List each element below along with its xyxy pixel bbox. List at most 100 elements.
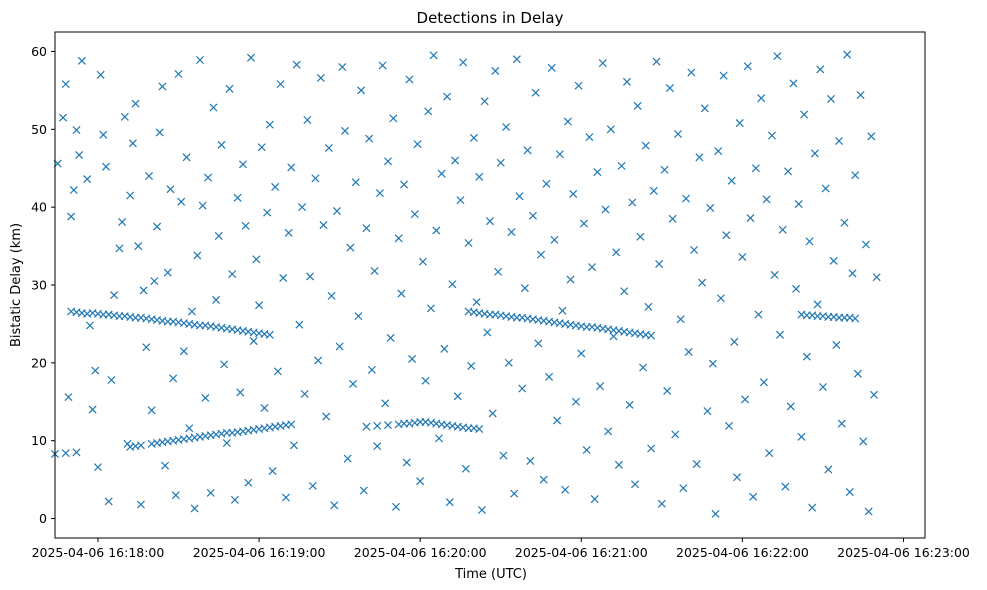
data-point <box>69 186 78 195</box>
data-point <box>614 460 623 469</box>
data-point <box>214 231 223 240</box>
data-point <box>370 266 379 276</box>
data-point <box>818 382 827 392</box>
data-point <box>692 460 701 469</box>
data-point <box>418 257 427 266</box>
data-point <box>845 488 854 497</box>
data-point <box>311 174 320 183</box>
data-point <box>609 332 618 341</box>
data-point <box>596 382 605 391</box>
data-point <box>569 189 578 198</box>
data-point <box>598 59 607 68</box>
data-point <box>131 99 140 108</box>
data-point <box>91 366 100 375</box>
data-point <box>644 302 653 311</box>
data-point <box>238 160 247 169</box>
data-point <box>195 56 205 65</box>
data-point <box>83 175 92 184</box>
data-point <box>241 221 250 230</box>
data-point <box>314 356 323 365</box>
data-point <box>375 189 384 198</box>
data-point <box>222 439 231 448</box>
data-point <box>494 267 503 276</box>
data-point <box>201 393 210 402</box>
data-point <box>115 244 124 253</box>
data-point <box>244 478 253 487</box>
data-point <box>649 186 658 195</box>
data-point <box>139 286 148 295</box>
data-point <box>679 484 688 493</box>
data-point <box>851 314 860 323</box>
data-point <box>303 115 312 124</box>
data-point <box>789 79 798 88</box>
data-point <box>287 420 296 429</box>
data-point <box>405 75 414 84</box>
data-point <box>733 473 742 482</box>
data-point <box>354 312 363 321</box>
data-point <box>759 378 768 387</box>
data-point <box>378 61 387 70</box>
data-point <box>228 270 237 279</box>
data-point <box>265 330 274 339</box>
data-point <box>711 509 720 518</box>
data-point <box>655 259 664 269</box>
data-point <box>330 501 339 510</box>
data-point <box>762 195 771 204</box>
data-point <box>735 119 744 128</box>
data-point <box>617 161 626 170</box>
data-point <box>383 157 392 166</box>
data-point <box>110 291 119 300</box>
data-point <box>400 180 409 189</box>
data-point <box>612 248 621 257</box>
data-point <box>475 172 484 181</box>
data-point <box>765 449 774 458</box>
data-point <box>727 176 736 185</box>
data-point <box>469 133 478 142</box>
data-point <box>410 210 419 219</box>
data-point <box>448 280 457 289</box>
data-point <box>72 126 81 135</box>
data-point <box>687 68 696 77</box>
data-point <box>593 168 602 177</box>
data-point <box>775 330 785 339</box>
data-point <box>220 360 229 369</box>
data-point <box>805 237 814 246</box>
plot-area <box>54 31 926 539</box>
data-point <box>480 97 489 106</box>
data-point <box>362 422 371 431</box>
x-tick-label: 2025-04-06 16:21:00 <box>515 545 648 560</box>
data-point <box>161 461 170 470</box>
data-point <box>236 388 245 397</box>
data-point <box>751 164 760 173</box>
data-point <box>123 439 132 448</box>
data-point <box>652 57 661 66</box>
data-point <box>349 379 358 388</box>
data-point <box>453 392 462 401</box>
y-tick-label: 10 <box>31 433 47 448</box>
data-point <box>620 287 629 296</box>
data-point <box>365 134 374 143</box>
data-point <box>663 386 672 395</box>
data-point <box>840 218 849 227</box>
data-point <box>641 141 650 150</box>
data-point <box>386 333 395 342</box>
x-tick-label: 2025-04-06 16:22:00 <box>676 545 809 560</box>
data-point <box>832 340 841 349</box>
data-point <box>316 73 325 82</box>
data-point <box>295 320 304 329</box>
data-point <box>515 192 524 201</box>
data-point <box>673 129 682 139</box>
data-point <box>821 184 830 193</box>
data-point <box>491 66 500 75</box>
data-point <box>724 421 734 430</box>
data-point <box>99 130 108 139</box>
data-point <box>158 82 167 91</box>
data-point <box>861 240 870 249</box>
y-tick-label: 60 <box>31 44 47 59</box>
data-point <box>808 503 817 512</box>
data-point <box>265 120 274 129</box>
data-point <box>120 112 129 121</box>
data-point <box>292 60 301 69</box>
data-point <box>743 62 752 71</box>
data-point <box>477 505 486 514</box>
